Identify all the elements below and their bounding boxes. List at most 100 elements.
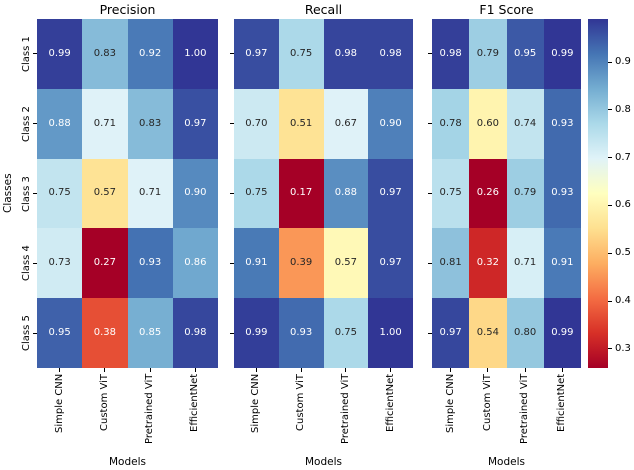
heatmap-cell: 0.97 (368, 228, 413, 299)
colorbar-tick-mark (608, 204, 612, 206)
heatmap-cell: 0.91 (543, 228, 581, 299)
x-tick-mark (149, 368, 151, 372)
heatmap-cell: 0.91 (234, 228, 279, 299)
colorbar (588, 19, 608, 368)
heatmap-cell: 0.79 (506, 158, 544, 229)
y-tick-label: Class 4 (21, 245, 32, 282)
heatmap-cell: 0.75 (278, 19, 324, 89)
heatmap-cell: 0.97 (172, 88, 218, 159)
heatmap-cell: 0.80 (506, 298, 544, 368)
x-axis-label-precision: Models (109, 456, 146, 468)
colorbar-tick-label: 0.6 (615, 199, 631, 211)
x-tick-label: Simple CNN (444, 374, 456, 434)
heatmap-cell: 0.99 (543, 298, 581, 368)
colorbar-tick-mark (608, 109, 612, 111)
x-tick-label: Custom ViT (295, 374, 307, 431)
y-axis-label: Classes (2, 173, 14, 214)
heatmap-cell: 0.83 (82, 19, 128, 89)
heatmap-cell: 0.93 (127, 228, 173, 299)
heatmap-cell: 0.93 (543, 158, 581, 229)
x-tick-label: Simple CNN (53, 374, 65, 434)
heatmap-cell: 0.81 (432, 228, 470, 299)
heatmap-cell: 0.92 (127, 19, 173, 89)
heatmap-f1-score: 0.98 0.79 0.95 0.99 0.78 0.60 0.74 0.93 0.75 0.26… (432, 19, 581, 368)
heatmap-recall: 0.97 0.75 0.98 0.98 0.70 0.51 0.67 0.90 0.75 0.17… (234, 19, 413, 368)
heatmap-cell: 0.90 (368, 88, 413, 159)
colorbar-tick-mark (608, 252, 612, 254)
heatmap-cell: 0.79 (469, 19, 507, 89)
colorbar-tick-mark (608, 157, 612, 159)
heatmap-cell: 0.27 (82, 228, 128, 299)
heatmap-cell: 0.71 (82, 88, 128, 159)
heatmap-cell: 0.95 (37, 298, 83, 368)
y-tick-mark (33, 53, 37, 55)
heatmap-cell: 0.88 (37, 88, 83, 159)
x-tick-mark (345, 368, 347, 372)
y-tick-mark (230, 193, 234, 194)
colorbar-tick-mark (608, 61, 612, 63)
y-tick-mark (428, 332, 432, 334)
heatmap-cell: 0.98 (323, 19, 369, 89)
heatmap-cell: 0.60 (469, 88, 507, 159)
y-tick-mark (33, 123, 37, 125)
heatmap-cell: 0.38 (82, 298, 128, 368)
y-tick-label: Class 3 (21, 175, 32, 212)
axes-title-f1-score: F1 Score (479, 2, 534, 17)
y-tick-mark (428, 262, 432, 264)
heatmap-cell: 0.99 (234, 298, 279, 368)
y-tick-mark (33, 193, 37, 194)
y-tick-mark (33, 262, 37, 264)
y-tick-mark (428, 123, 432, 125)
x-axis-label-f1-score: Models (488, 456, 525, 468)
x-tick-mark (524, 368, 526, 372)
x-tick-mark (300, 368, 302, 372)
heatmap-cell: 0.86 (172, 228, 218, 299)
x-tick-mark (450, 368, 452, 372)
y-tick-mark (428, 193, 432, 194)
x-tick-label: Custom ViT (98, 374, 110, 431)
heatmap-cell: 0.26 (469, 158, 507, 229)
colorbar-tick-label: 0.4 (615, 295, 631, 307)
axes-title-precision: Precision (99, 2, 156, 17)
heatmap-cell: 0.57 (323, 228, 369, 299)
heatmap-cell: 0.95 (506, 19, 544, 89)
x-axis-label-recall: Models (305, 456, 342, 468)
y-tick-mark (230, 53, 234, 55)
heatmap-cell: 0.93 (278, 298, 324, 368)
heatmap-cell: 0.98 (172, 298, 218, 368)
heatmap-cell: 0.75 (234, 158, 279, 229)
heatmap-cell: 0.99 (37, 19, 83, 89)
heatmap-cell: 0.78 (432, 88, 470, 159)
y-tick-label: Class 5 (21, 315, 32, 352)
heatmap-cell: 0.71 (127, 158, 173, 229)
heatmap-cell: 0.32 (469, 228, 507, 299)
x-tick-label: Simple CNN (250, 374, 262, 434)
heatmap-precision: 0.99 0.83 0.92 1.00 0.88 0.71 0.83 0.97 0.75 0.57… (37, 19, 218, 368)
heatmap-cell: 0.98 (432, 19, 470, 89)
colorbar-tick-mark (608, 300, 612, 302)
heatmap-cell: 0.83 (127, 88, 173, 159)
heatmap-cell: 0.98 (368, 19, 413, 89)
x-tick-mark (194, 368, 196, 372)
colorbar-tick-label: 0.7 (615, 151, 631, 163)
x-tick-mark (104, 368, 106, 372)
heatmap-cell: 0.99 (543, 19, 581, 89)
heatmap-cell: 0.67 (323, 88, 369, 159)
heatmap-cell: 0.97 (432, 298, 470, 368)
heatmap-cell: 0.17 (278, 158, 324, 229)
y-tick-label: Class 2 (21, 105, 32, 142)
colorbar-tick-label: 0.5 (615, 247, 631, 259)
colorbar-tick-label: 0.3 (615, 342, 631, 354)
colorbar-tick-mark (608, 348, 612, 350)
heatmap-cell: 0.93 (543, 88, 581, 159)
x-tick-label: Pretrained ViT (519, 374, 531, 445)
axes-title-recall: Recall (304, 2, 343, 17)
heatmap-cell: 0.90 (172, 158, 218, 229)
colorbar-tick-label: 0.9 (615, 56, 631, 68)
y-tick-mark (33, 332, 37, 334)
y-tick-mark (230, 123, 234, 125)
heatmap-cell: 0.88 (323, 158, 369, 229)
heatmap-cell: 0.85 (127, 298, 173, 368)
heatmap-cell: 0.51 (278, 88, 324, 159)
